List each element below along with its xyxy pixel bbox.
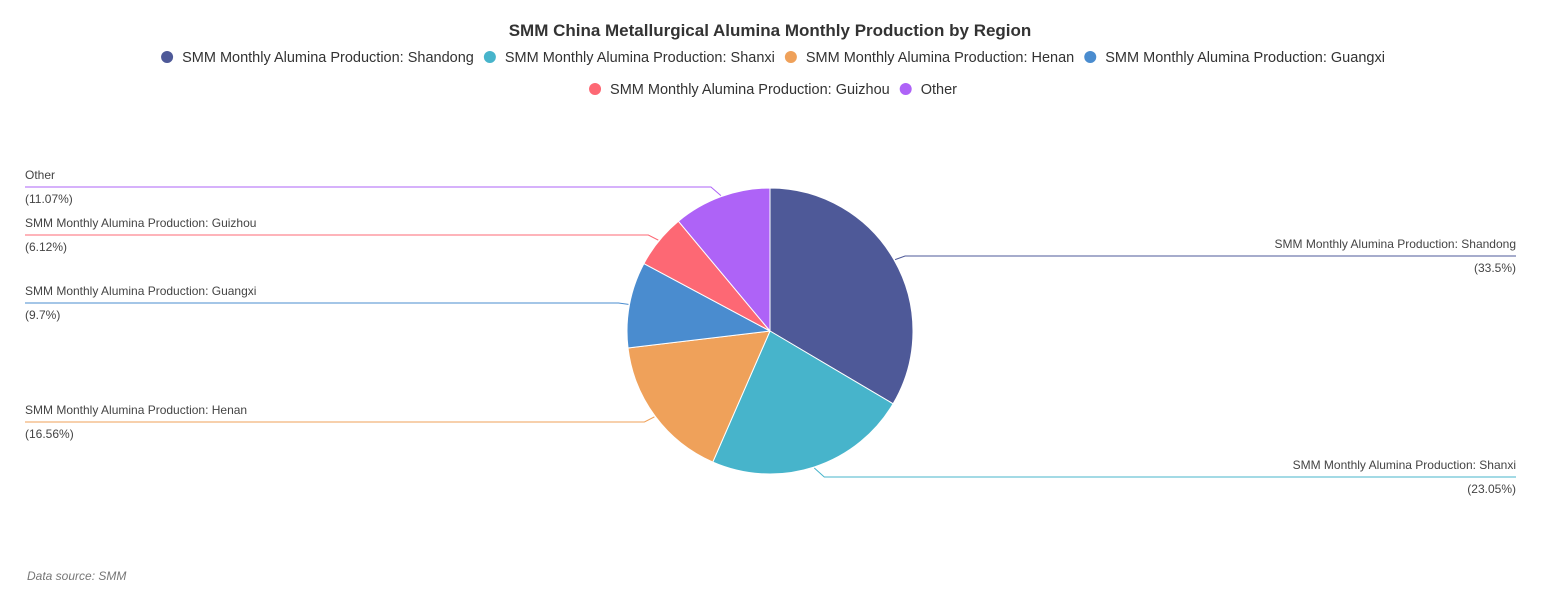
legend-item-other[interactable]: Other	[899, 82, 957, 98]
data-source-note: Data source: SMM	[27, 569, 126, 583]
pie-slice-other[interactable]	[677, 187, 771, 332]
slice-label-name: SMM Monthly Alumina Production: Guizhou	[25, 216, 256, 230]
legend: SMM Monthly Alumina Production: Shandong…	[161, 50, 1385, 98]
pie-slices	[626, 187, 914, 475]
legend-marker	[161, 51, 174, 63]
slice-labels: SMM Monthly Alumina Production: Shandong…	[25, 168, 1516, 496]
legend-marker	[589, 83, 602, 95]
slice-label-percent: (6.12%)	[25, 240, 67, 254]
legend-label: Other	[921, 82, 957, 98]
legend-marker	[899, 83, 912, 95]
leader-line-smm-monthly-alumina-production-guizhou	[25, 234, 659, 241]
slice-label-name: SMM Monthly Alumina Production: Shandong	[1275, 237, 1516, 251]
legend-item-smm-monthly-alumina-production-shandong[interactable]: SMM Monthly Alumina Production: Shandong	[161, 50, 474, 66]
legend-item-smm-monthly-alumina-production-guizhou[interactable]: SMM Monthly Alumina Production: Guizhou	[589, 82, 890, 98]
slice-label-percent: (9.7%)	[25, 308, 60, 322]
legend-label: SMM Monthly Alumina Production: Guizhou	[610, 82, 890, 98]
slice-label-name: Other	[25, 168, 55, 182]
leader-line-other	[25, 186, 722, 196]
leader-line-smm-monthly-alumina-production-guangxi	[25, 302, 629, 305]
legend-item-smm-monthly-alumina-production-henan[interactable]: SMM Monthly Alumina Production: Henan	[784, 50, 1074, 66]
legend-label: SMM Monthly Alumina Production: Shandong	[182, 50, 474, 66]
label-leader-lines	[25, 186, 1516, 478]
pie-slice-smm-monthly-alumina-production-shanxi[interactable]	[712, 330, 894, 475]
legend-marker	[483, 51, 496, 63]
leader-line-smm-monthly-alumina-production-shanxi	[813, 467, 1516, 478]
slice-label-percent: (16.56%)	[25, 427, 74, 441]
legend-item-smm-monthly-alumina-production-shanxi[interactable]: SMM Monthly Alumina Production: Shanxi	[483, 50, 775, 66]
slice-label-percent: (33.5%)	[1474, 261, 1516, 275]
legend-marker	[784, 51, 797, 63]
legend-label: SMM Monthly Alumina Production: Henan	[806, 50, 1074, 66]
pie-slice-smm-monthly-alumina-production-guangxi[interactable]	[626, 263, 771, 349]
pie-slice-smm-monthly-alumina-production-shandong[interactable]	[769, 187, 914, 405]
pie-slice-smm-monthly-alumina-production-henan[interactable]	[627, 330, 771, 463]
legend-label: SMM Monthly Alumina Production: Shanxi	[505, 50, 775, 66]
legend-marker	[1084, 51, 1097, 63]
slice-label-percent: (11.07%)	[25, 192, 73, 206]
leader-line-smm-monthly-alumina-production-henan	[25, 416, 655, 423]
legend-label: SMM Monthly Alumina Production: Guangxi	[1105, 50, 1385, 66]
slice-label-name: SMM Monthly Alumina Production: Henan	[25, 403, 247, 417]
slice-label-name: SMM Monthly Alumina Production: Shanxi	[1293, 458, 1516, 472]
legend-item-smm-monthly-alumina-production-guangxi[interactable]: SMM Monthly Alumina Production: Guangxi	[1084, 50, 1385, 66]
leader-line-smm-monthly-alumina-production-shandong	[894, 255, 1516, 261]
slice-label-name: SMM Monthly Alumina Production: Guangxi	[25, 284, 256, 298]
slice-label-percent: (23.05%)	[1467, 482, 1516, 496]
chart-title: SMM China Metallurgical Alumina Monthly …	[509, 21, 1032, 40]
